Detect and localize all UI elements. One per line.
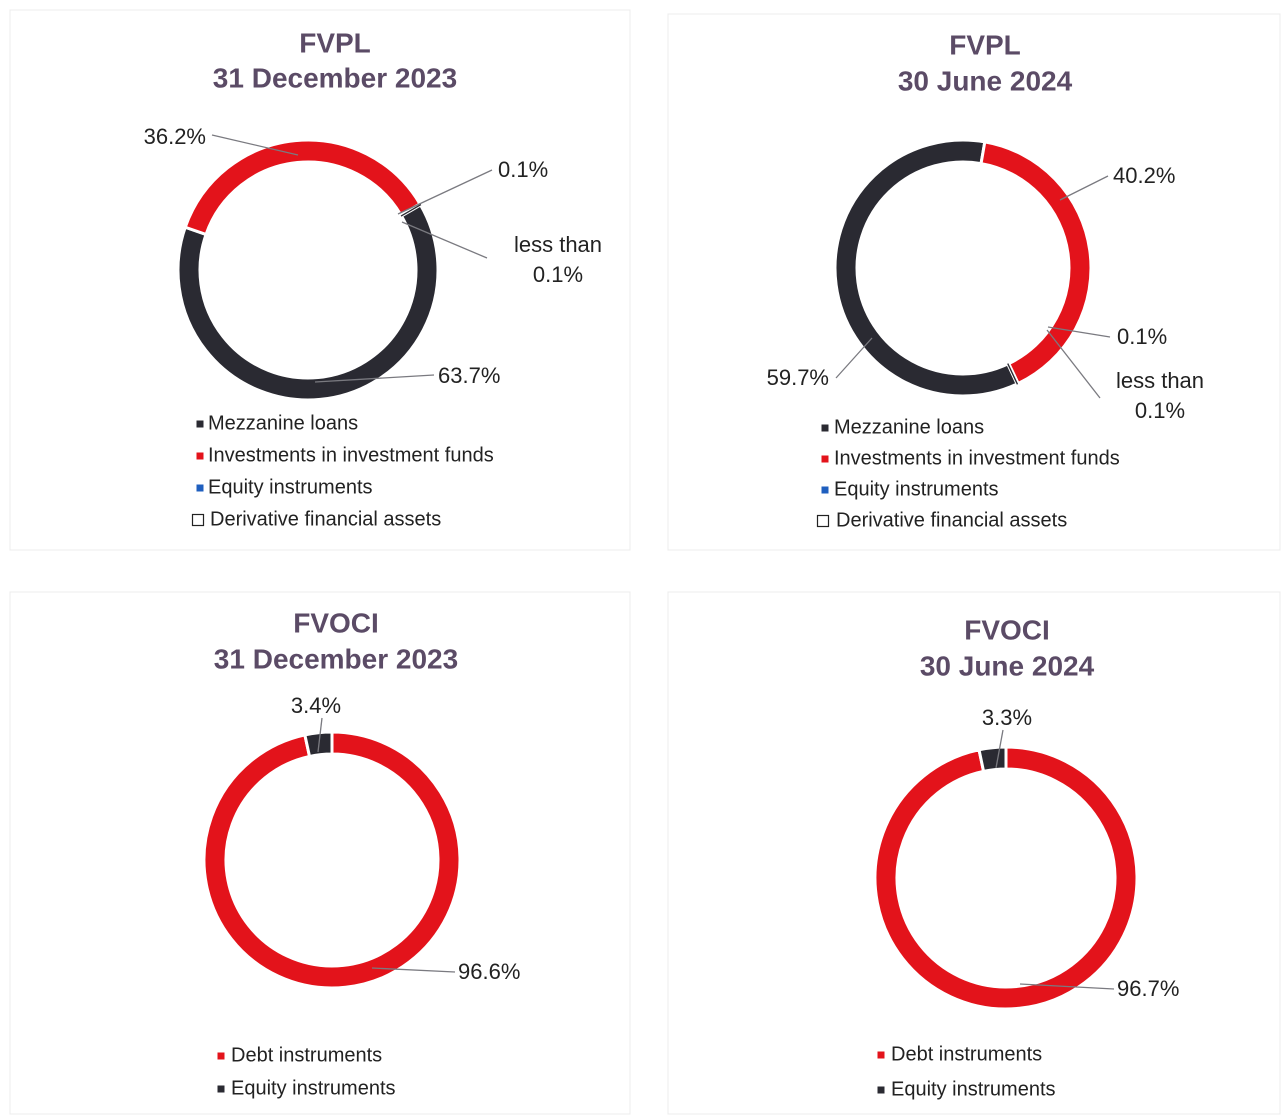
legend-label: Equity instruments xyxy=(834,478,999,500)
data-label: 0.1% xyxy=(1117,324,1168,349)
donut-slice xyxy=(202,730,462,990)
chart-title: FVPL xyxy=(949,29,1021,60)
panel xyxy=(9,9,631,551)
donut-slice xyxy=(977,745,1008,774)
data-label: 0.1% xyxy=(498,157,549,182)
legend-label: Debt instruments xyxy=(231,1044,382,1066)
data-label: less than 0.1% xyxy=(1115,368,1205,423)
legend-label: Investments in investment funds xyxy=(208,444,494,466)
chart-subtitle: 30 June 2024 xyxy=(898,65,1073,96)
legend-swatch xyxy=(877,1086,885,1094)
legend-swatch xyxy=(217,1052,225,1060)
donut-slice xyxy=(979,140,1093,386)
leader-line xyxy=(317,717,323,753)
chart-subtitle: 31 December 2023 xyxy=(214,643,458,674)
data-label: 40.2% xyxy=(1113,163,1176,188)
leader-line xyxy=(1046,329,1101,399)
legend-label: Equity instruments xyxy=(208,476,373,498)
panel xyxy=(667,13,1281,551)
chart-subtitle: 30 June 2024 xyxy=(920,650,1095,681)
legend-label: Derivative financial assets xyxy=(210,508,441,530)
leader-line xyxy=(397,169,493,215)
data-label: 3.3% xyxy=(981,705,1033,730)
chart-title: FVPL xyxy=(299,27,371,58)
legend-label: Mezzanine loans xyxy=(834,416,984,438)
legend-label: Equity instruments xyxy=(231,1077,396,1099)
legend-swatch xyxy=(877,1051,885,1059)
legend-label: Debt instruments xyxy=(891,1043,1042,1065)
legend-swatch xyxy=(191,513,205,527)
chart-title: FVOCI xyxy=(293,607,379,638)
panel xyxy=(9,591,631,1115)
leader-line xyxy=(995,729,1004,769)
legend-swatch xyxy=(196,452,204,460)
legend-swatch xyxy=(196,420,204,428)
legend-swatch xyxy=(816,514,830,528)
leader-line xyxy=(401,221,488,259)
panel xyxy=(667,591,1281,1115)
legend-swatch xyxy=(821,424,829,432)
donut-slice xyxy=(183,138,423,237)
donut-slice xyxy=(176,202,440,402)
leader-line xyxy=(314,374,435,383)
leader-line xyxy=(1059,175,1109,201)
leader-line xyxy=(211,134,299,156)
leader-line xyxy=(1019,983,1115,990)
legend-label: Equity instruments xyxy=(891,1078,1056,1100)
leader-line xyxy=(371,967,456,973)
data-label: 96.7% xyxy=(1117,976,1180,1001)
data-label: 3.4% xyxy=(290,693,342,718)
leader-line xyxy=(1047,326,1111,338)
donut-slice xyxy=(833,138,1020,398)
data-label: 36.2% xyxy=(143,124,206,149)
donut-slice xyxy=(400,203,422,217)
donut-slice xyxy=(873,745,1139,1011)
data-label: less than 0.1% xyxy=(513,232,603,287)
legend-label: Investments in investment funds xyxy=(834,447,1120,469)
chart-subtitle: 31 December 2023 xyxy=(213,62,457,93)
donut-slice xyxy=(1007,363,1019,385)
data-label: 59.7% xyxy=(766,365,829,390)
chart-title: FVOCI xyxy=(964,614,1050,645)
data-label: 63.7% xyxy=(438,363,501,388)
legend-swatch xyxy=(821,455,829,463)
legend-swatch xyxy=(217,1085,225,1093)
legend-label: Mezzanine loans xyxy=(208,412,358,434)
leader-line xyxy=(835,337,873,379)
legend-swatch xyxy=(196,484,204,492)
legend-label: Derivative financial assets xyxy=(836,509,1067,531)
data-label: 96.6% xyxy=(458,959,521,984)
legend-swatch xyxy=(821,486,829,494)
